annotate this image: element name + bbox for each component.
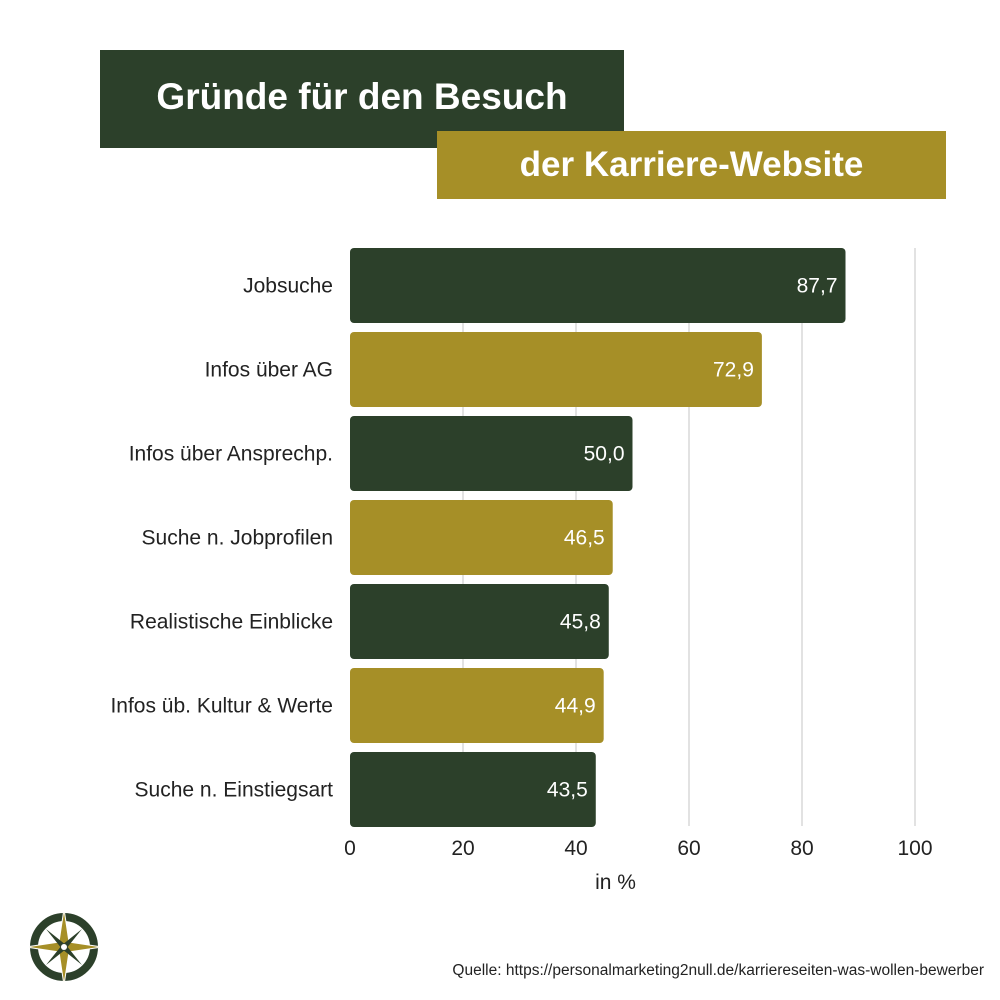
- bar: [350, 332, 762, 407]
- bar: [350, 500, 613, 575]
- data-label: 45,8: [560, 611, 601, 634]
- data-label: 44,9: [555, 695, 596, 718]
- category-label: Realistische Einblicke: [130, 611, 333, 634]
- category-label: Suche n. Jobprofilen: [142, 527, 333, 550]
- data-label: 50,0: [584, 443, 625, 466]
- x-tick-label: 0: [344, 837, 356, 860]
- category-label: Jobsuche: [243, 275, 333, 298]
- bar: [350, 668, 604, 743]
- category-label: Infos über AG: [205, 359, 333, 382]
- x-tick-label: 20: [451, 837, 474, 860]
- category-label: Infos üb. Kultur & Werte: [110, 695, 333, 718]
- bar: [350, 248, 846, 323]
- data-label: 43,5: [547, 779, 588, 802]
- data-label: 72,9: [713, 359, 754, 382]
- x-tick-label: 60: [677, 837, 700, 860]
- title-line-2: der Karriere-Website: [437, 131, 946, 199]
- x-tick-label: 100: [897, 837, 932, 860]
- bar: [350, 584, 609, 659]
- category-label: Infos über Ansprechp.: [129, 443, 333, 466]
- bar: [350, 752, 596, 827]
- title-line-1: Gründe für den Besuch: [100, 50, 624, 148]
- bar: [350, 416, 633, 491]
- source-citation: Quelle: https://personalmarketing2null.d…: [452, 962, 984, 979]
- category-label: Suche n. Einstiegsart: [135, 779, 334, 802]
- x-axis-label: in %: [595, 871, 636, 894]
- data-label: 87,7: [797, 275, 838, 298]
- compass-rose-icon: [25, 908, 103, 986]
- x-tick-label: 80: [790, 837, 813, 860]
- data-label: 46,5: [564, 527, 605, 550]
- x-tick-label: 40: [564, 837, 587, 860]
